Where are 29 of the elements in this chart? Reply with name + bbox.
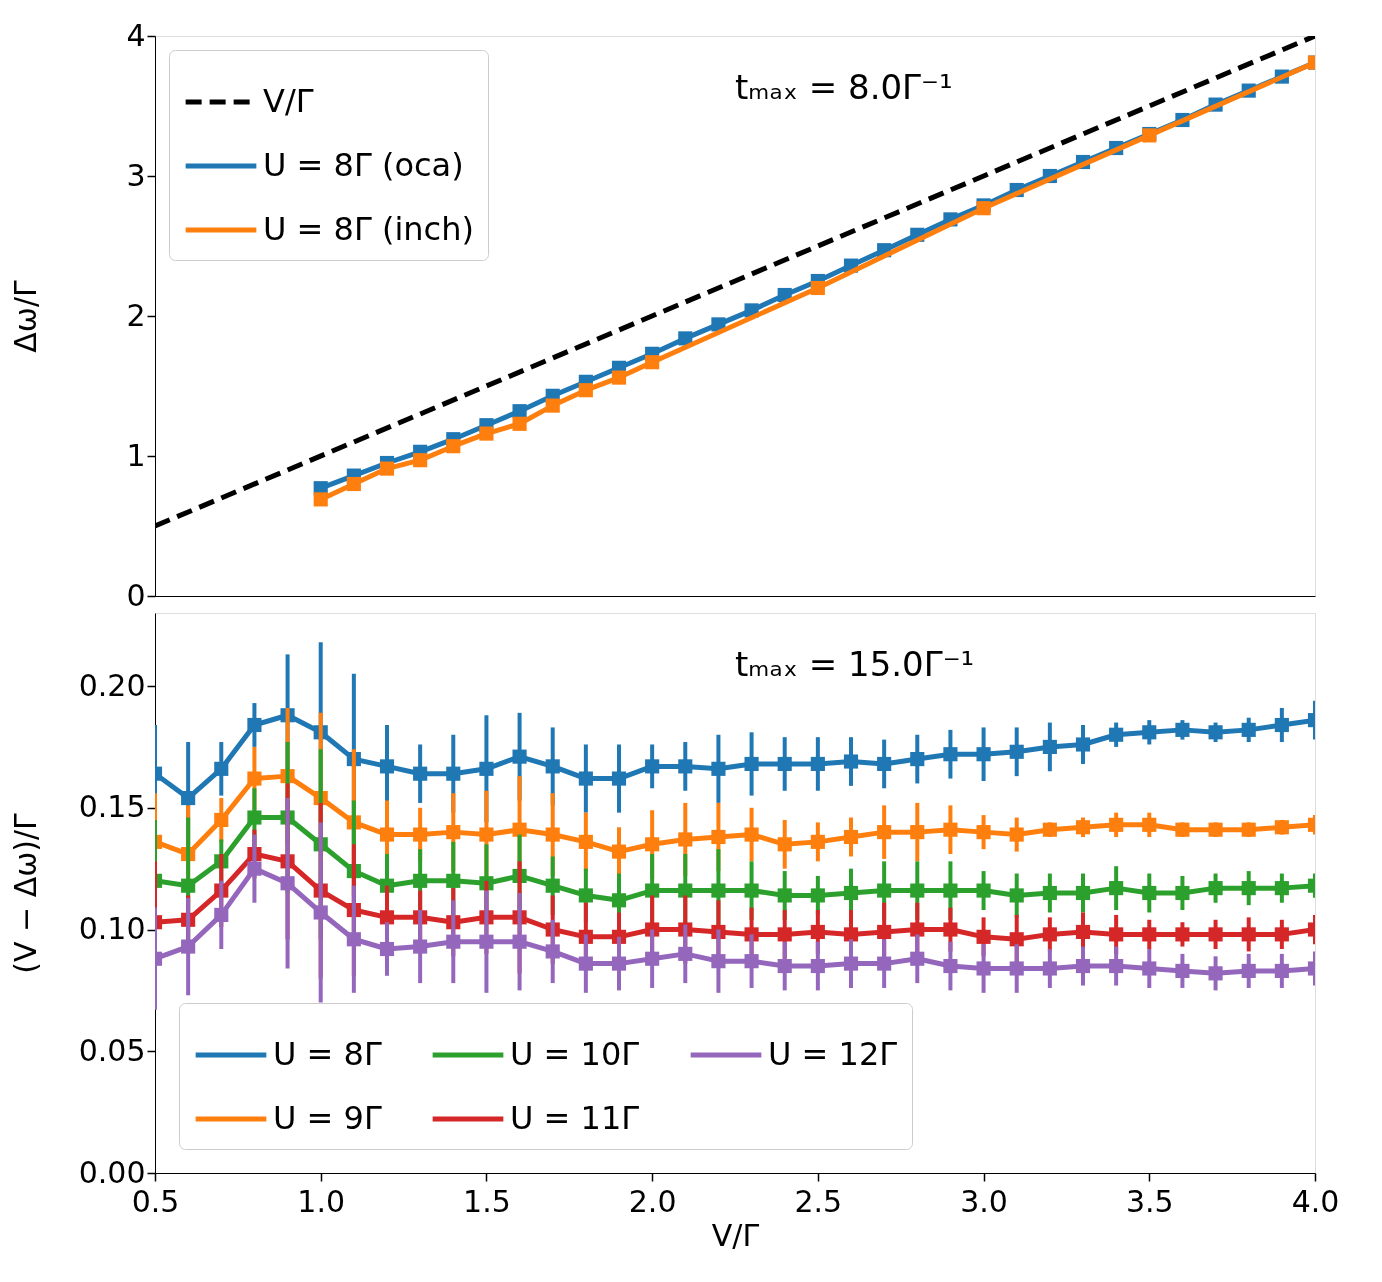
y-tick-label: 0.20: [78, 667, 146, 703]
y-axis-title: (V − Δω)/Γ: [7, 812, 43, 974]
annotation: tₘₐₓ = 15.0Γ⁻¹: [735, 644, 975, 684]
x-tick-label: 3.0: [960, 1183, 1008, 1219]
legend-label: U = 9Γ: [273, 1099, 382, 1137]
legend-label: U = 8Γ: [273, 1035, 382, 1073]
x-tick-label: 1.0: [297, 1183, 346, 1219]
x-tick-label: 3.5: [1125, 1183, 1174, 1219]
y-tick-label: 4: [126, 17, 146, 53]
annotation: tₘₐₓ = 8.0Γ⁻¹: [735, 67, 953, 107]
y-axis-title: Δω/Γ: [7, 279, 43, 353]
y-tick-label: 0.15: [78, 789, 146, 825]
legend-label: U = 10Γ: [510, 1035, 640, 1073]
legend-label: U = 12Γ: [768, 1035, 898, 1073]
y-tick-label: 0.10: [78, 911, 146, 947]
y-tick-label: 1: [126, 437, 146, 473]
y-tick-label: 3: [126, 157, 146, 193]
x-tick-label: 2.5: [794, 1183, 843, 1219]
legend-label: U = 8Γ (inch): [263, 210, 474, 248]
x-axis-title: V/Γ: [711, 1217, 760, 1253]
legend-label: U = 8Γ (oca): [263, 146, 464, 184]
legend-label: U = 11Γ: [510, 1099, 640, 1137]
y-tick-label: 2: [126, 297, 146, 333]
x-tick-label: 4.0: [1291, 1183, 1340, 1219]
legend-label: V/Γ: [263, 82, 314, 120]
y-tick-label: 0.05: [78, 1032, 146, 1068]
x-tick-label: 1.5: [463, 1183, 511, 1219]
x-tick-label: 2.0: [628, 1183, 677, 1219]
y-tick-label: 0: [126, 577, 146, 613]
